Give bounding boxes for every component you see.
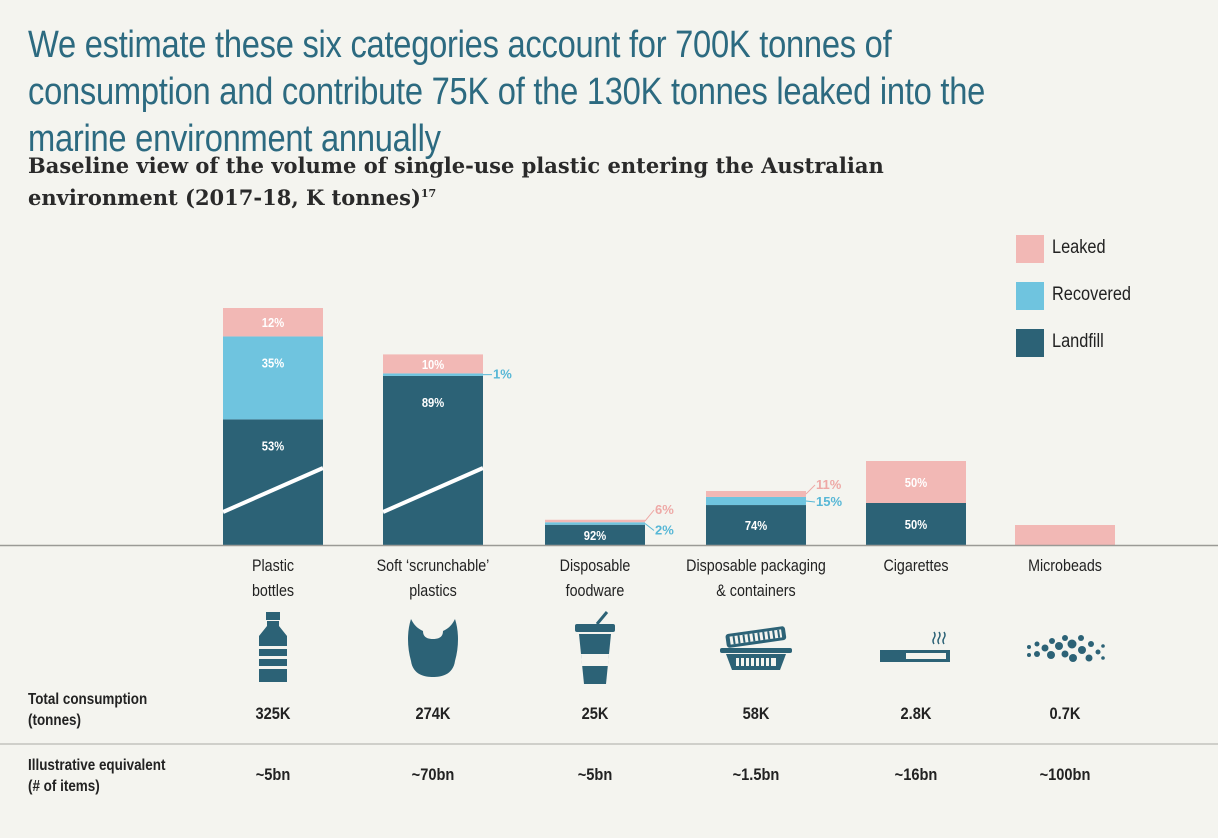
bar-leaked-0 — [223, 308, 323, 337]
consumption-row-label-line2: (tonnes) — [28, 712, 82, 729]
equivalent-value: ~5bn — [255, 765, 291, 784]
data-label-landfill-0: 53% — [262, 439, 285, 454]
data-label-recovered-1: 1% — [493, 367, 512, 382]
category-label-line1: Plastic — [251, 556, 295, 575]
microbeads-icon — [1025, 632, 1105, 671]
equivalent-row-label: Illustrative equivalent (# of items) — [28, 755, 196, 797]
category-label-line1: Disposable — [559, 556, 631, 575]
bar-leaked-1 — [383, 354, 483, 374]
category-label-line1: Microbeads — [1028, 556, 1102, 575]
data-label-leaked-2: 6% — [655, 502, 674, 517]
data-label-landfill-4: 50% — [905, 517, 928, 532]
data-label-landfill-3: 74% — [745, 518, 768, 533]
bar-leaked-2 — [545, 519, 645, 523]
consumption-row-label: Total consumption (tonnes) — [28, 689, 196, 731]
leader-line — [805, 484, 816, 495]
takeaway-cup-icon — [571, 610, 619, 691]
category-label: Cigarettes — [840, 553, 991, 578]
data-label-leaked-3: 11% — [816, 477, 842, 492]
bar-landfill-2 — [545, 524, 645, 545]
legend-label-landfill: Landfill — [1052, 331, 1104, 352]
bar-landfill-4 — [866, 503, 966, 545]
bar-leaked-3 — [706, 491, 806, 497]
data-label-landfill-2: 92% — [584, 528, 607, 543]
consumption-row-label-line1: Total consumption — [28, 691, 148, 708]
bar-leaked-4 — [866, 461, 966, 503]
bar-landfill-1 — [383, 375, 483, 545]
consumption-value: 58K — [742, 704, 770, 723]
bar-recovered-2 — [545, 522, 645, 525]
axis-break-mark — [222, 466, 324, 514]
category-label: Disposable foodware — [519, 553, 670, 603]
bar-landfill-0 — [223, 419, 323, 545]
consumption-value: 2.8K — [900, 704, 932, 723]
category-label-line2: plastics — [409, 581, 457, 600]
data-label-leaked-4: 50% — [905, 475, 928, 490]
stacked-bar-chart: 53% 35% 12% 89% 1% 10% 92% 2% 6% 74% 15% 11% 50% 50% — [0, 308, 1218, 547]
legend-label-leaked: Leaked — [1052, 237, 1106, 258]
consumption-value: 25K — [581, 704, 609, 723]
consumption-value: 274K — [415, 704, 451, 723]
category-label-line1: Soft ‘scrunchable’ — [376, 556, 490, 575]
bar-leaked-5 — [1015, 525, 1115, 545]
category-label-line1: Cigarettes — [883, 556, 949, 575]
data-label-recovered-2: 2% — [655, 523, 674, 538]
leader-line — [644, 523, 655, 531]
plastic-bag-icon — [405, 617, 461, 684]
data-label-leaked-1: 10% — [422, 357, 445, 372]
consumption-value: 0.7K — [1049, 704, 1081, 723]
bar-recovered-0 — [223, 336, 323, 420]
equivalent-value: ~1.5bn — [732, 765, 780, 784]
legend-swatch-recovered — [1016, 282, 1044, 310]
data-label-landfill-1: 89% — [422, 395, 445, 410]
cigarette-icon — [878, 630, 954, 669]
leader-line — [644, 509, 655, 522]
bar-recovered-1 — [383, 373, 483, 376]
data-label-leaked-0: 12% — [262, 315, 285, 330]
legend-label-recovered: Recovered — [1052, 284, 1132, 305]
equivalent-row-label-line1: Illustrative equivalent — [28, 757, 166, 774]
category-label-line2: & containers — [716, 581, 796, 600]
leader-line — [805, 500, 816, 503]
subtitle-text: Baseline view of the volume of single-us… — [28, 153, 884, 210]
consumption-value: 325K — [255, 704, 291, 723]
equivalent-value: ~70bn — [411, 765, 455, 784]
bottle-icon — [255, 612, 291, 689]
category-label: Disposable packaging & containers — [680, 553, 831, 603]
category-label: Microbeads — [989, 553, 1140, 578]
food-container-icon — [718, 624, 794, 677]
category-label-line1: Disposable packaging — [686, 556, 826, 575]
chart-subtitle: Baseline view of the volume of single-us… — [28, 150, 1028, 214]
equivalent-value: ~5bn — [577, 765, 613, 784]
equivalent-value: ~100bn — [1039, 765, 1091, 784]
subtitle-footnote-ref: 17 — [420, 187, 437, 200]
data-label-recovered-0: 35% — [262, 356, 285, 371]
data-label-recovered-3: 15% — [816, 494, 842, 509]
legend-swatch-leaked — [1016, 235, 1044, 263]
axis-break-mark — [382, 466, 484, 514]
headline: We estimate these six categories account… — [28, 24, 986, 160]
category-label-line2: bottles — [251, 581, 295, 600]
bar-recovered-3 — [706, 496, 806, 506]
category-label: Plastic bottles — [197, 553, 348, 603]
category-label: Soft ‘scrunchable’ plastics — [357, 553, 508, 603]
legend-swatch-landfill — [1016, 329, 1044, 357]
row-divider — [0, 743, 1218, 745]
bar-landfill-3 — [706, 505, 806, 545]
equivalent-row-label-line2: (# of items) — [28, 778, 100, 795]
equivalent-value: ~16bn — [894, 765, 938, 784]
category-label-line2: foodware — [565, 581, 625, 600]
